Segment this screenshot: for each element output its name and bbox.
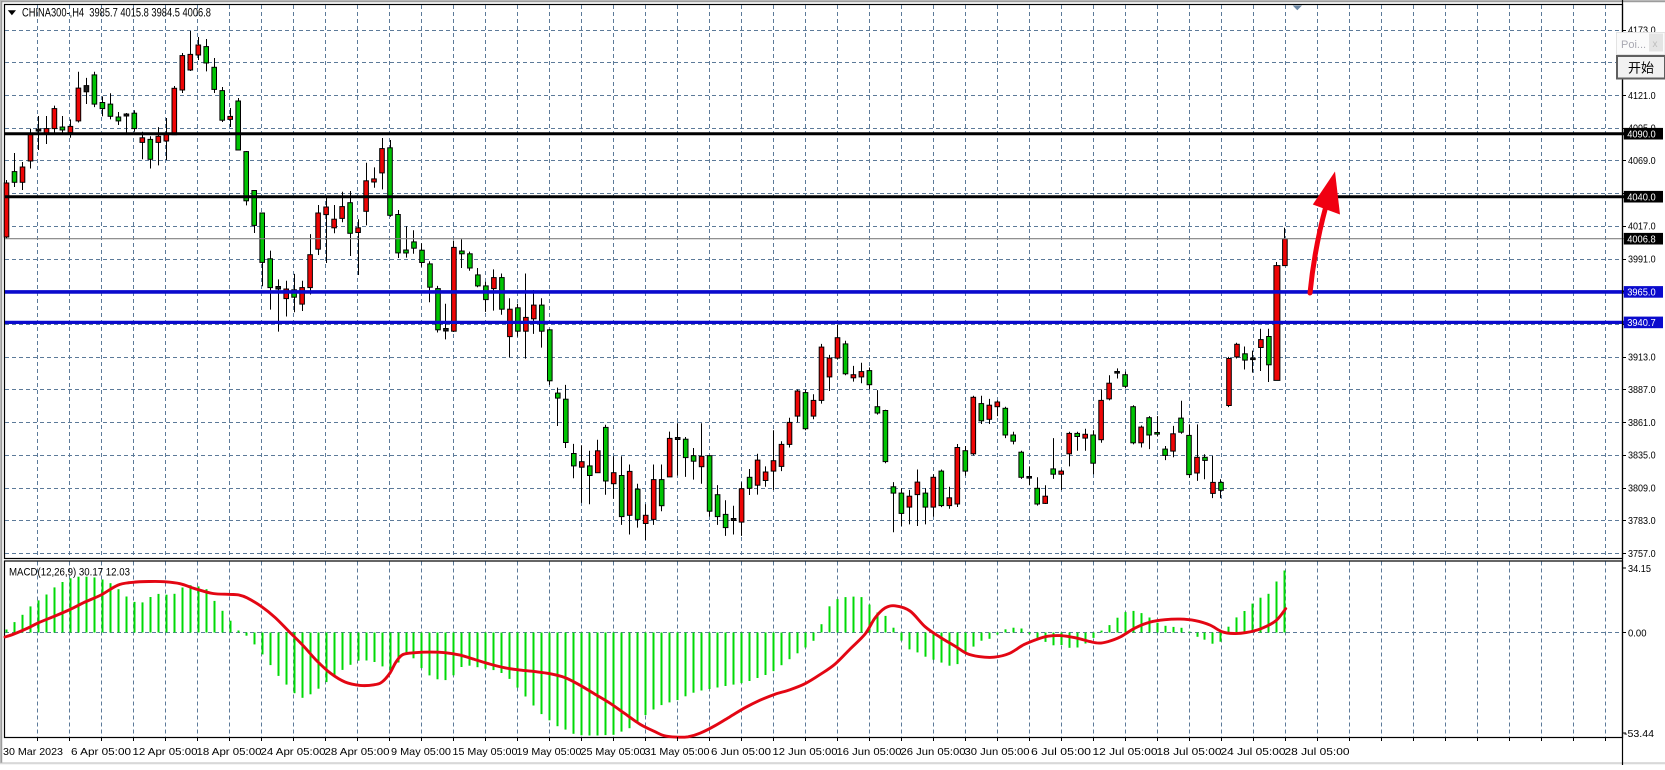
- svg-text:3940.7: 3940.7: [1627, 317, 1656, 329]
- svg-text:3757.0: 3757.0: [1628, 548, 1656, 560]
- svg-text:6 Jun 05:00: 6 Jun 05:00: [711, 746, 771, 758]
- svg-text:开始: 开始: [1628, 61, 1654, 76]
- svg-text:18 Apr 05:00: 18 Apr 05:00: [197, 746, 262, 758]
- svg-text:4040.0: 4040.0: [1627, 192, 1656, 204]
- svg-text:30 Jun 05:00: 30 Jun 05:00: [965, 746, 1030, 758]
- svg-text:3835.0: 3835.0: [1628, 450, 1656, 462]
- svg-text:18 Jul 05:00: 18 Jul 05:00: [1157, 746, 1222, 758]
- svg-text:16 Jun 05:00: 16 Jun 05:00: [837, 746, 902, 758]
- svg-text:30 Mar 2023: 30 Mar 2023: [3, 746, 63, 758]
- svg-text:MACD(12,26,9) 30.17 12.03: MACD(12,26,9) 30.17 12.03: [9, 567, 130, 579]
- svg-text:12 Jun 05:00: 12 Jun 05:00: [773, 746, 838, 758]
- svg-text:19 May 05:00: 19 May 05:00: [517, 746, 582, 758]
- svg-text:12 Jul 05:00: 12 Jul 05:00: [1093, 746, 1158, 758]
- svg-text:24 Apr 05:00: 24 Apr 05:00: [261, 746, 326, 758]
- svg-text:CHINA300-,H4 3985.7 4015.8 39: CHINA300-,H4 3985.7 4015.8 3984.5 4006.8: [22, 8, 211, 20]
- svg-text:3809.0: 3809.0: [1628, 482, 1656, 494]
- svg-text:3965.0: 3965.0: [1627, 287, 1656, 299]
- svg-text:0.00: 0.00: [1628, 627, 1647, 639]
- svg-text:3913.0: 3913.0: [1628, 352, 1656, 364]
- svg-text:3991.0: 3991.0: [1628, 253, 1656, 265]
- svg-text:4069.0: 4069.0: [1628, 155, 1656, 167]
- svg-text:31 May 05:00: 31 May 05:00: [645, 746, 710, 758]
- svg-text:3887.0: 3887.0: [1628, 384, 1656, 396]
- svg-text:9 May 05:00: 9 May 05:00: [391, 746, 451, 758]
- svg-text:34.15: 34.15: [1628, 563, 1651, 575]
- svg-text:24 Jul 05:00: 24 Jul 05:00: [1221, 746, 1286, 758]
- svg-text:12 Apr 05:00: 12 Apr 05:00: [133, 746, 198, 758]
- svg-text:3783.0: 3783.0: [1628, 515, 1656, 527]
- svg-text:28 Apr 05:00: 28 Apr 05:00: [325, 746, 390, 758]
- svg-text:x: x: [1653, 39, 1658, 50]
- svg-text:6 Jul 05:00: 6 Jul 05:00: [1031, 746, 1091, 758]
- svg-text:-53.44: -53.44: [1624, 728, 1654, 740]
- svg-text:4006.8: 4006.8: [1627, 234, 1656, 246]
- svg-text:25 May 05:00: 25 May 05:00: [581, 746, 646, 758]
- svg-text:15 May 05:00: 15 May 05:00: [453, 746, 518, 758]
- svg-text:4017.0: 4017.0: [1628, 221, 1656, 233]
- svg-text:4121.0: 4121.0: [1628, 90, 1656, 102]
- svg-text:4090.0: 4090.0: [1627, 129, 1656, 141]
- svg-text:3861.0: 3861.0: [1628, 417, 1656, 429]
- svg-text:6 Apr 05:00: 6 Apr 05:00: [71, 746, 131, 758]
- svg-text:28 Jul 05:00: 28 Jul 05:00: [1285, 746, 1350, 758]
- svg-text:Poi...: Poi...: [1621, 39, 1646, 51]
- svg-text:26 Jun 05:00: 26 Jun 05:00: [901, 746, 966, 758]
